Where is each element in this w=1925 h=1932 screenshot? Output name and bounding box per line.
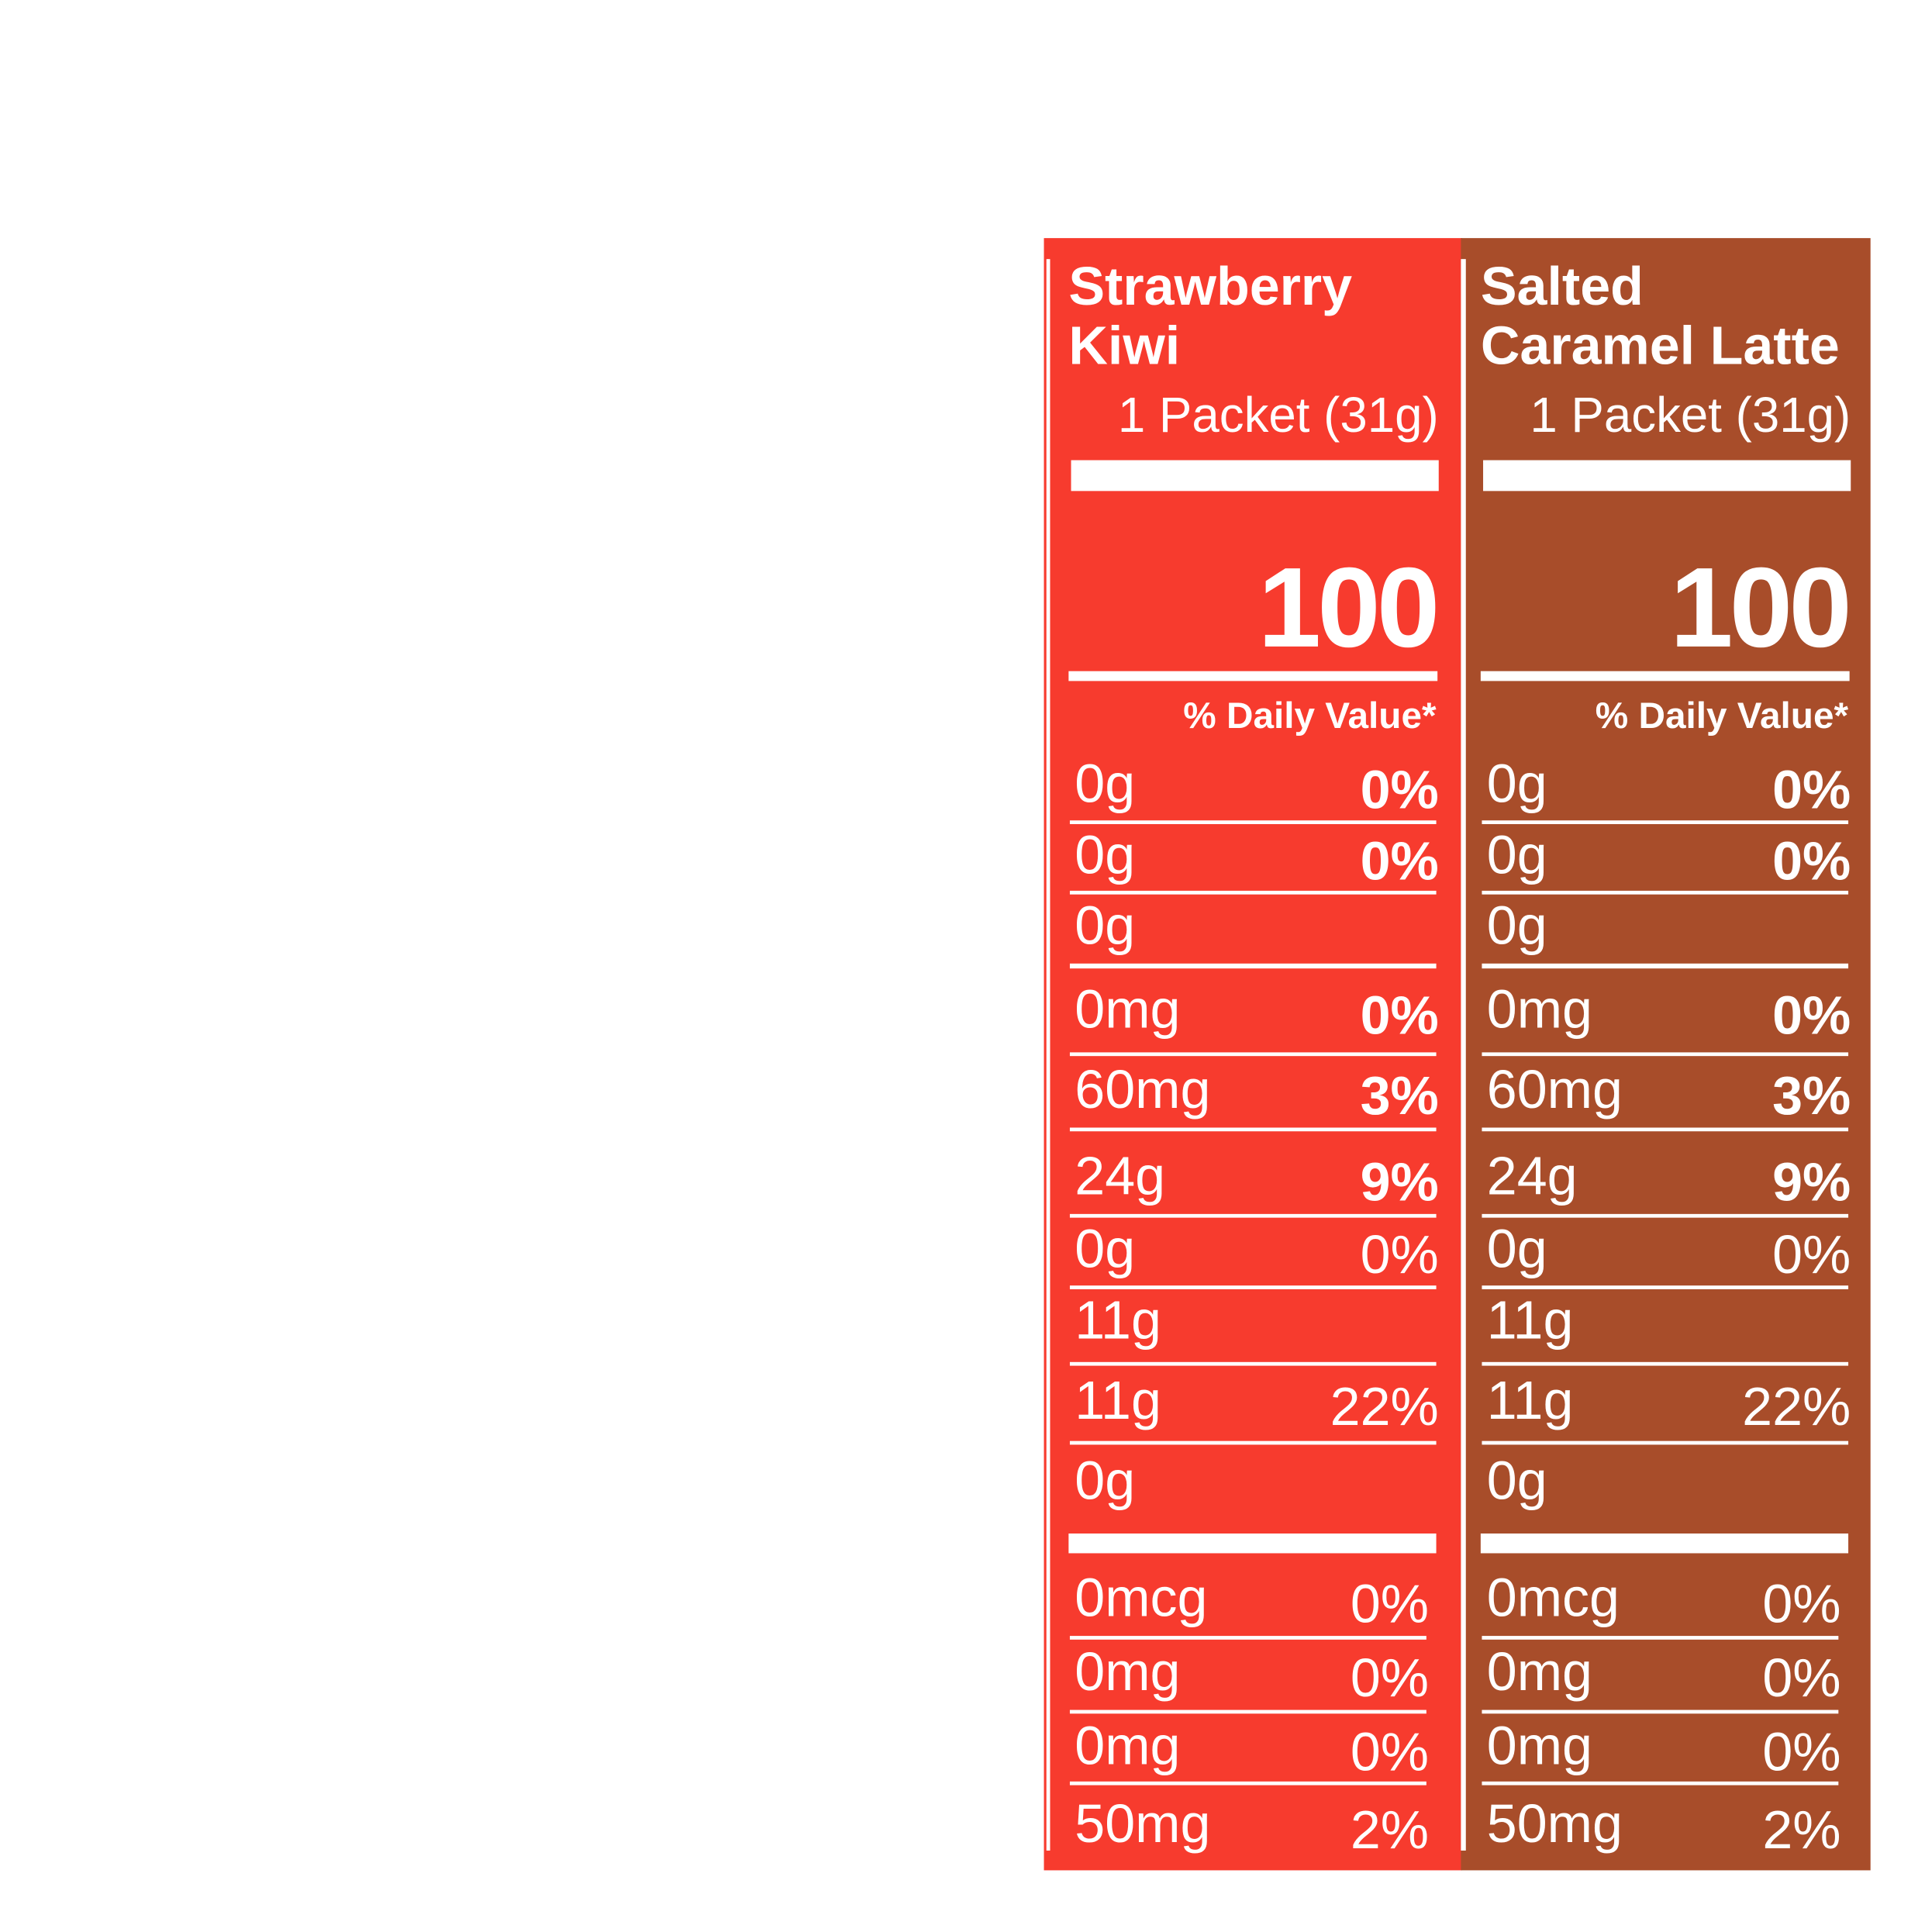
amount: 0g <box>1487 895 1547 955</box>
calories: 100 <box>1258 544 1437 671</box>
amount: 0g <box>1075 825 1135 885</box>
dv-header: % Daily Value* <box>1183 695 1437 737</box>
amount: 0mg <box>1075 1641 1180 1702</box>
thick-bar <box>1068 1534 1437 1554</box>
daily-value: 0% <box>1351 1574 1429 1634</box>
daily-value: 22% <box>1742 1376 1851 1437</box>
amount: 50mg <box>1075 1793 1210 1854</box>
row-line <box>1482 1052 1849 1057</box>
daily-value: 3% <box>1361 1065 1439 1126</box>
calories: 100 <box>1670 544 1848 671</box>
amount: 0g <box>1075 753 1135 813</box>
amount: 0g <box>1075 1450 1135 1510</box>
amount: 11g <box>1487 1370 1574 1430</box>
amount: 24g <box>1075 1145 1165 1206</box>
dv-header: % Daily Value* <box>1596 695 1849 737</box>
row-line <box>1069 890 1437 895</box>
daily-value: 0% <box>1361 985 1439 1046</box>
amount: 50mg <box>1487 1793 1623 1854</box>
row-line <box>1069 1361 1437 1366</box>
amount: 60mg <box>1075 1059 1210 1120</box>
row-line <box>1482 1127 1849 1132</box>
row-line <box>1482 1361 1849 1366</box>
thick-bar <box>1071 460 1439 492</box>
daily-value: 0% <box>1762 1574 1840 1634</box>
daily-value: 0% <box>1772 985 1851 1046</box>
thick-bar <box>1480 1534 1849 1554</box>
amount: 11g <box>1487 1290 1574 1351</box>
row-line <box>1069 1636 1427 1640</box>
product-title: Caramel Latte <box>1481 315 1840 375</box>
serving-size: 1 Packet (31g) <box>1118 388 1439 443</box>
daily-value: 0% <box>1361 831 1439 892</box>
row-line <box>1069 1781 1427 1785</box>
amount: 0mg <box>1075 1716 1180 1776</box>
row-line <box>1482 963 1849 969</box>
amount: 0mg <box>1487 979 1592 1040</box>
amount: 11g <box>1075 1370 1161 1430</box>
amount: 60mg <box>1487 1059 1623 1120</box>
daily-value: 22% <box>1330 1376 1439 1437</box>
daily-value: 2% <box>1762 1799 1840 1860</box>
row-line <box>1482 1781 1839 1785</box>
amount: 0mcg <box>1075 1568 1207 1628</box>
amount: 0g <box>1487 1450 1547 1510</box>
daily-value: 0% <box>1361 1224 1439 1285</box>
row-line <box>1069 1285 1437 1289</box>
row-line <box>1482 1636 1839 1640</box>
product-title: Salted <box>1481 256 1644 316</box>
daily-value: 0% <box>1772 831 1851 892</box>
product-title: Kiwi <box>1068 315 1180 375</box>
amount: 0g <box>1487 825 1547 885</box>
daily-value: 0% <box>1762 1647 1840 1708</box>
row-line <box>1069 1440 1437 1445</box>
rule <box>1480 671 1850 681</box>
amount: 0g <box>1487 753 1547 813</box>
row-line <box>1069 1709 1427 1714</box>
amount: 0g <box>1487 1218 1547 1278</box>
daily-value: 0% <box>1351 1647 1429 1708</box>
amount: 24g <box>1487 1145 1578 1206</box>
product-title: Strawberry <box>1068 256 1352 316</box>
amount: 0mcg <box>1487 1568 1620 1628</box>
amount: 0g <box>1075 1218 1135 1278</box>
daily-value: 9% <box>1772 1151 1851 1212</box>
row-line <box>1069 1052 1437 1057</box>
thick-bar <box>1483 460 1851 492</box>
row-line <box>1482 1285 1849 1289</box>
row-line <box>1069 820 1437 824</box>
divider <box>1461 259 1466 1851</box>
serving-size: 1 Packet (31g) <box>1530 388 1851 443</box>
amount: 11g <box>1075 1290 1161 1351</box>
daily-value: 0% <box>1772 759 1851 819</box>
row-line <box>1482 1213 1849 1218</box>
daily-value: 0% <box>1351 1722 1429 1782</box>
daily-value: 3% <box>1772 1065 1851 1126</box>
row-line <box>1069 1127 1437 1132</box>
daily-value: 9% <box>1361 1151 1439 1212</box>
row-line <box>1482 1440 1849 1445</box>
row-line <box>1069 1213 1437 1218</box>
edge-line <box>1046 259 1050 1851</box>
row-line <box>1482 1709 1839 1714</box>
row-line <box>1069 963 1437 969</box>
rule <box>1068 671 1438 681</box>
amount: 0mg <box>1487 1716 1592 1776</box>
amount: 0mg <box>1487 1641 1592 1702</box>
daily-value: 0% <box>1361 759 1439 819</box>
daily-value: 0% <box>1762 1722 1840 1782</box>
row-line <box>1482 890 1849 895</box>
amount: 0mg <box>1075 979 1180 1040</box>
row-line <box>1482 820 1849 824</box>
daily-value: 2% <box>1351 1799 1429 1860</box>
daily-value: 0% <box>1772 1224 1851 1285</box>
amount: 0g <box>1075 895 1135 955</box>
